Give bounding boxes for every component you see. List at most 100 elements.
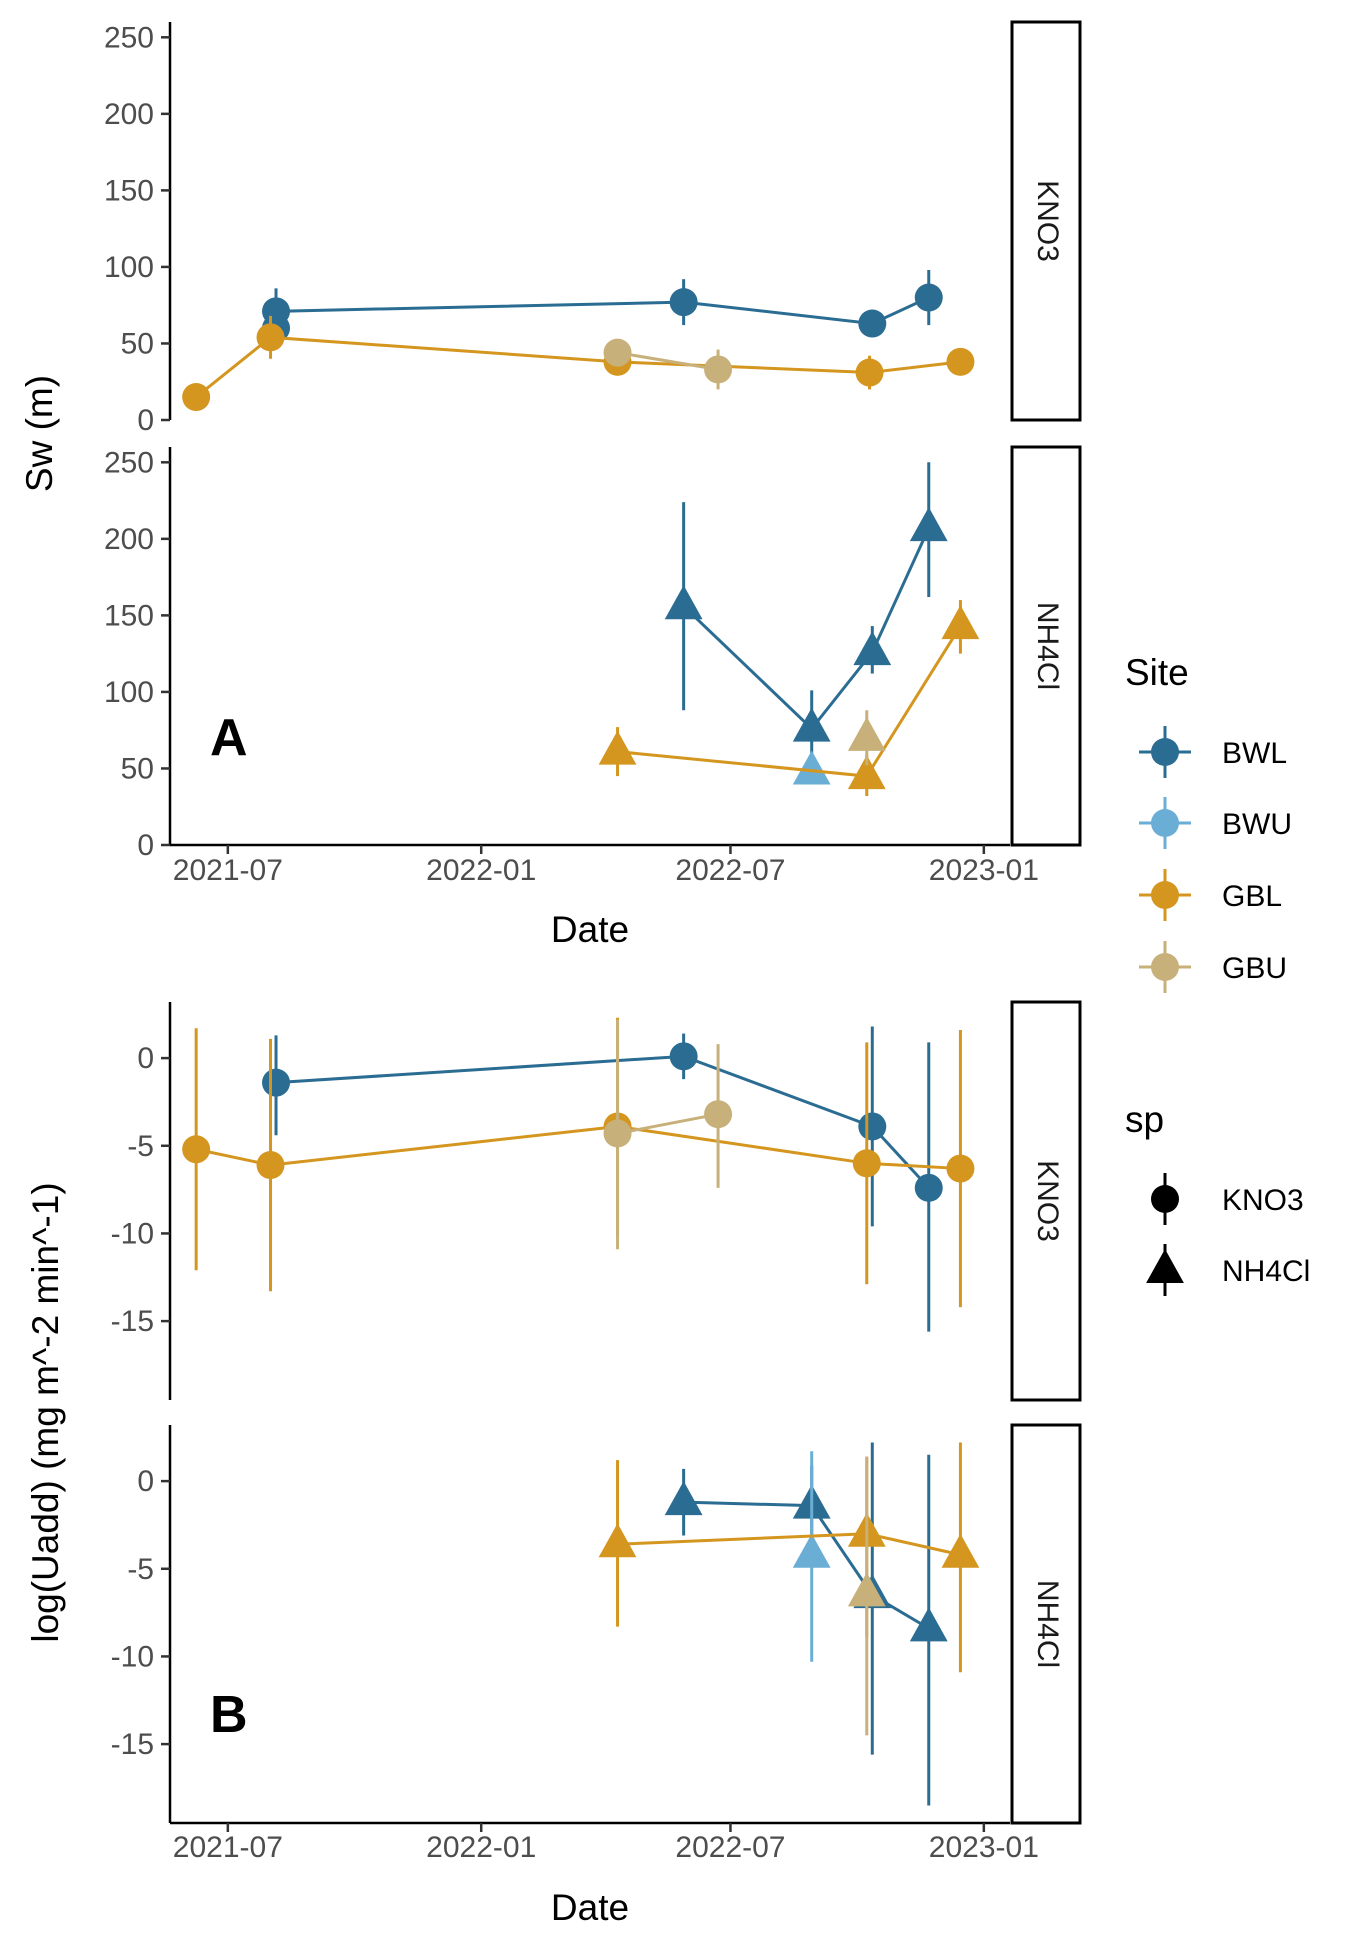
y-tick-label: -15 bbox=[111, 1305, 154, 1338]
facet-strip bbox=[1010, 20, 1082, 422]
facet-strip-label: KNO3 bbox=[1031, 1160, 1064, 1242]
legend-label: GBL bbox=[1222, 880, 1282, 913]
plot-panels: 0 50 100 150 200 250 KNO3 0 50 100 150 200 250 NH4Cl 2… bbox=[19, 20, 1082, 1928]
y-tick-label: 150 bbox=[104, 174, 154, 207]
data-point bbox=[853, 631, 892, 666]
legend-item-kno3: KNO3 bbox=[1151, 1173, 1304, 1225]
series-gbu bbox=[847, 1456, 886, 1736]
facet-strip-label: NH4Cl bbox=[1031, 602, 1064, 690]
legend-key-point bbox=[1151, 809, 1179, 837]
x-axis-title: Date bbox=[551, 1887, 629, 1928]
legend-title-site: Site bbox=[1125, 652, 1189, 693]
data-point bbox=[946, 347, 975, 376]
x-tick-label: 2021-07 bbox=[173, 854, 283, 887]
data-point bbox=[855, 358, 884, 387]
panel-letter: B bbox=[210, 1686, 248, 1744]
legend-item-bwl: BWL bbox=[1139, 726, 1287, 778]
y-tick-label: 100 bbox=[104, 676, 154, 709]
data-point bbox=[669, 288, 698, 317]
data-point bbox=[946, 1154, 975, 1183]
data-point bbox=[792, 1533, 831, 1568]
y-tick-label: 0 bbox=[137, 404, 154, 437]
legend-title-sp: sp bbox=[1125, 1099, 1164, 1140]
x-tick-label: 2022-01 bbox=[426, 854, 536, 887]
data-point bbox=[852, 1149, 881, 1178]
y-tick-label: 100 bbox=[104, 251, 154, 284]
facet-kno3: 0 -5 -10 -15 KNO3 bbox=[111, 1000, 1082, 1402]
y-tick-label: 50 bbox=[121, 752, 154, 785]
y-tick-label: 250 bbox=[104, 446, 154, 479]
data-point bbox=[792, 707, 831, 742]
facet-nh4cl: 0 50 100 150 200 250 NH4Cl bbox=[104, 445, 1082, 862]
legend-label: NH4Cl bbox=[1222, 1255, 1310, 1288]
x-axis-title: Date bbox=[551, 909, 629, 950]
y-tick-label: 200 bbox=[104, 523, 154, 556]
y-tick-label: -10 bbox=[111, 1640, 154, 1673]
data-point bbox=[603, 1119, 632, 1148]
legend-item-gbl: GBL bbox=[1139, 869, 1282, 921]
panel-b: 0 -5 -10 -15 KNO3 0 -5 -10 -15 NH4Cl 2021-07 2022-0… bbox=[25, 1000, 1082, 1928]
facet-strip-label: NH4Cl bbox=[1031, 1580, 1064, 1668]
data-point bbox=[792, 750, 831, 785]
series-bwl bbox=[664, 462, 948, 761]
y-tick-label: 0 bbox=[137, 829, 154, 862]
data-point bbox=[262, 297, 291, 326]
y-axis-title: log(Uadd) (mg m^-2 min^-1) bbox=[25, 1182, 66, 1642]
series-line bbox=[275, 1054, 930, 1189]
series-gbl bbox=[598, 600, 980, 797]
legend-key-point bbox=[1146, 1249, 1184, 1284]
data-point bbox=[704, 355, 733, 384]
legend: Site BWL BWU GBL GBU sp KNO3 NH4Cl bbox=[1125, 652, 1310, 1296]
data-point bbox=[182, 383, 211, 412]
series-line bbox=[617, 1112, 719, 1135]
data-point bbox=[847, 716, 886, 751]
x-tick-label: 2021-07 bbox=[173, 1831, 283, 1864]
facet-strip bbox=[1010, 445, 1082, 847]
data-point bbox=[182, 1135, 211, 1164]
legend-label: BWU bbox=[1222, 808, 1292, 841]
y-tick-label: -10 bbox=[111, 1217, 154, 1250]
y-tick-label: 0 bbox=[137, 1042, 154, 1075]
y-tick-label: -5 bbox=[127, 1553, 154, 1586]
y-tick-label: -15 bbox=[111, 1728, 154, 1761]
x-axis: 2021-07 2022-01 2022-07 2023-01 Date bbox=[170, 843, 1039, 950]
facet-strip-label: KNO3 bbox=[1031, 180, 1064, 262]
legend-label: KNO3 bbox=[1222, 1184, 1304, 1217]
series-gbu bbox=[847, 710, 886, 766]
legend-label: BWL bbox=[1222, 737, 1287, 770]
y-tick-label: 150 bbox=[104, 599, 154, 632]
series-gbu bbox=[603, 338, 733, 390]
x-tick-label: 2022-07 bbox=[675, 854, 785, 887]
data-point bbox=[603, 338, 632, 367]
data-point bbox=[256, 323, 285, 352]
y-axis-title: Sw (m) bbox=[19, 375, 60, 492]
data-point bbox=[256, 1151, 285, 1180]
data-point bbox=[847, 1572, 886, 1607]
data-point bbox=[704, 1100, 733, 1129]
x-axis: 2021-07 2022-01 2022-07 2023-01 Date bbox=[170, 1821, 1039, 1928]
data-point bbox=[914, 283, 943, 312]
legend-key-point bbox=[1151, 738, 1179, 766]
panel-letter: A bbox=[210, 709, 248, 767]
data-point bbox=[598, 730, 637, 765]
legend-item-bwu: BWU bbox=[1139, 797, 1292, 849]
data-point bbox=[669, 1042, 698, 1071]
panel-a: 0 50 100 150 200 250 KNO3 0 50 100 150 200 250 NH4Cl 2… bbox=[19, 20, 1082, 950]
legend-key-point bbox=[1151, 881, 1179, 909]
data-point bbox=[858, 1112, 887, 1141]
data-point bbox=[914, 1173, 943, 1202]
y-tick-label: 200 bbox=[104, 98, 154, 131]
x-tick-label: 2023-01 bbox=[929, 1831, 1039, 1864]
data-point bbox=[664, 1481, 703, 1516]
data-point bbox=[941, 605, 980, 640]
legend-key-point bbox=[1151, 953, 1179, 981]
series-gbl bbox=[182, 315, 975, 412]
data-point bbox=[858, 309, 887, 338]
series-gbu bbox=[603, 1019, 733, 1250]
legend-label: GBU bbox=[1222, 952, 1287, 985]
y-tick-label: 0 bbox=[137, 1465, 154, 1498]
y-tick-label: 50 bbox=[121, 327, 154, 360]
facet-strip bbox=[1010, 1423, 1082, 1825]
series-line bbox=[683, 1500, 930, 1630]
